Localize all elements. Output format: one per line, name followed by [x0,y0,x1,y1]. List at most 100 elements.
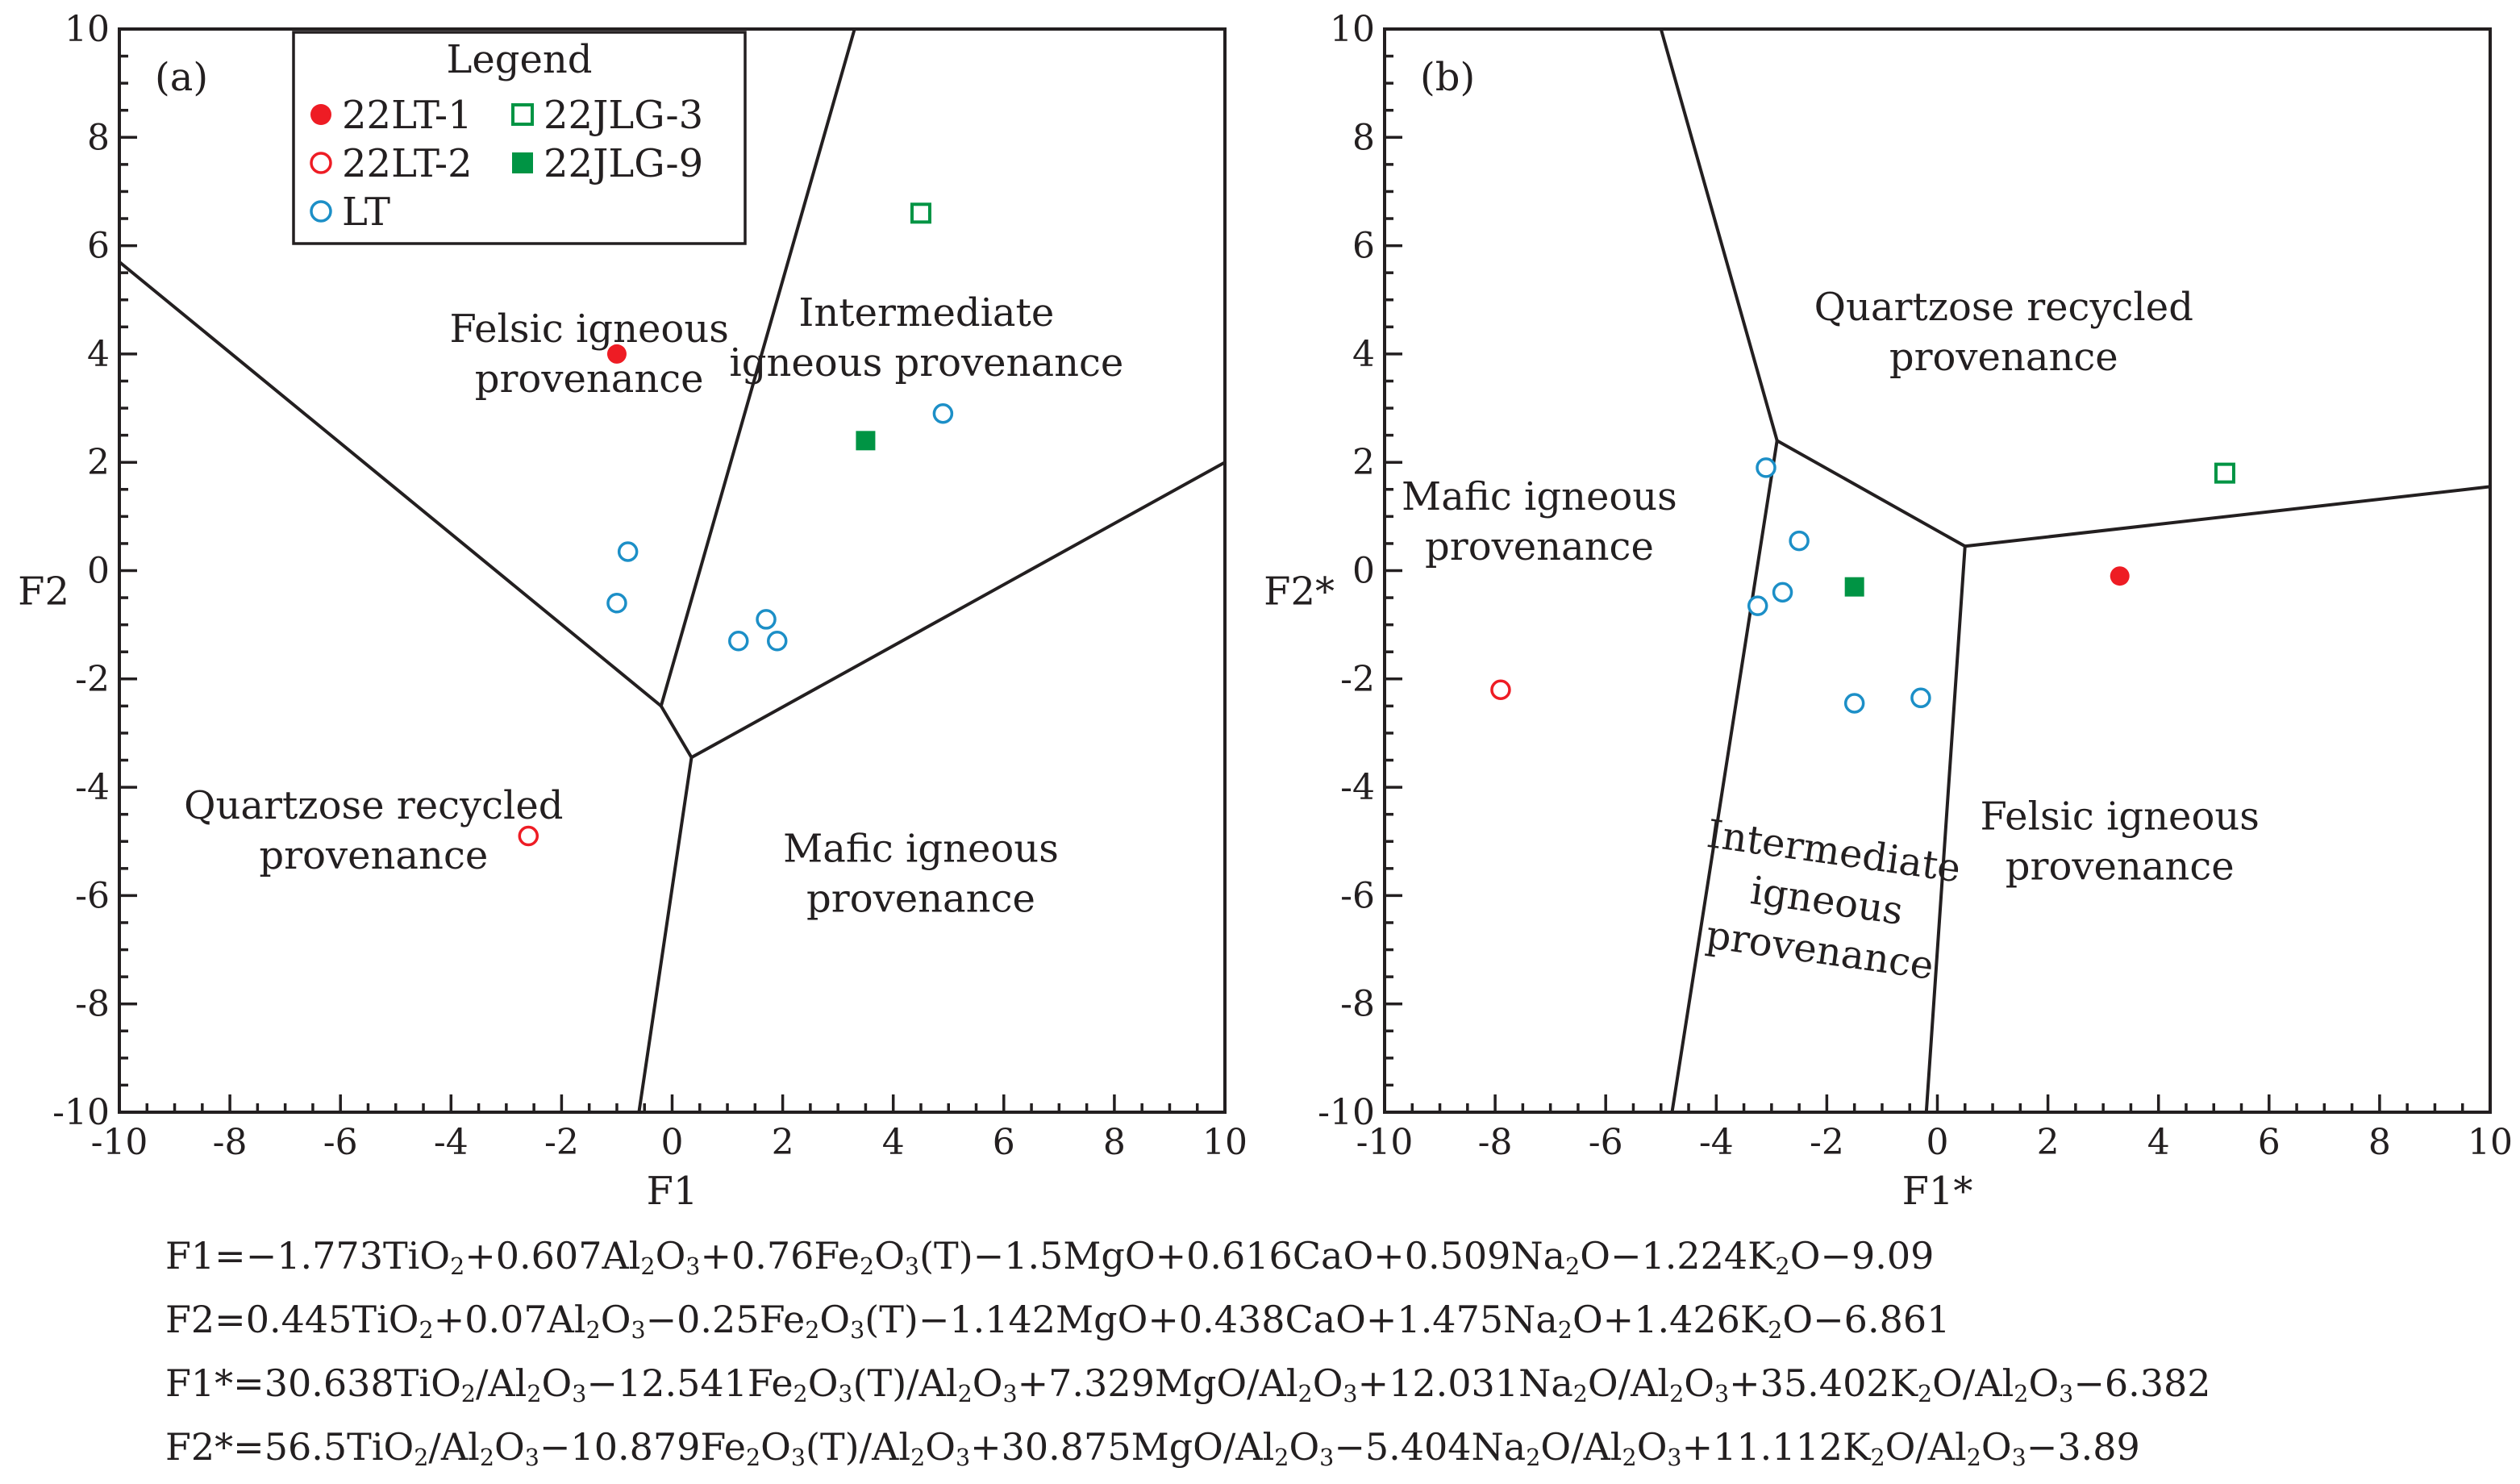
formula-text: O [494,1425,525,1469]
field-label: provenance [475,356,704,402]
formula-text: O [655,1234,686,1278]
x-tick-label: 8 [2368,1122,2391,1163]
field-label: provenance [2006,844,2235,889]
y-tick-label: 2 [87,442,110,483]
field-label: Quartzose recycled [1814,285,2193,330]
legend: Legend 22LT-1 22JLG-3 22LT-2 22JLG-9 LT [292,31,747,245]
field-boundary-line [689,461,1227,760]
y-tick-label: -2 [75,659,110,700]
formula-subscript: 3 [572,1381,587,1408]
formula-text: O [600,1298,631,1341]
field-boundary-line [1963,485,2492,548]
formula-subscript: 2 [1917,1381,1933,1408]
formula-text: +0.607Al [464,1234,641,1278]
formula-text: /Al [428,1425,480,1469]
formula-subscript: 2 [1526,1444,1541,1472]
formula-text: O [1312,1361,1343,1405]
formula-subscript: 2 [1768,1317,1783,1344]
formula-subscript: 3 [524,1444,539,1472]
formula-text: −6.382 [2073,1361,2211,1405]
x-tick-label: -10 [1356,1122,1414,1163]
formula-text: O [1684,1361,1714,1405]
formula-subscript: 2 [414,1444,429,1472]
data-point-22lt-2 [1490,679,1511,700]
formula-subscript: 3 [904,1253,920,1281]
y-tick-label: -8 [75,984,110,1025]
data-point-lt [617,541,639,562]
field-label: Mafic igneous [1402,474,1677,519]
formula-subscript: 2 [419,1317,434,1344]
formula-text: F1=−1.773TiO [165,1234,451,1278]
data-point-lt [932,403,954,424]
formula-text: −3.89 [2026,1425,2140,1469]
formula-subscript: 3 [790,1444,806,1472]
x-tick-label: 10 [1202,1122,1248,1163]
data-point-lt [728,631,749,652]
legend-marker-22lt-1 [310,104,331,125]
data-point-22lt-1 [606,344,627,364]
x-axis-title: F1 [647,1169,698,1214]
field-label: provenance [1425,524,1654,569]
data-point-22lt-2 [518,825,539,847]
formula-line: F2=0.445TiO2+0.07Al2O3−0.25Fe2O3(T)−1.14… [165,1288,2488,1352]
formula-text: +11.112K [1681,1425,1871,1469]
formula-subscript: 3 [850,1317,865,1344]
legend-marker-22jlg-3 [511,103,534,126]
x-tick-label: 10 [2468,1122,2513,1163]
legend-box [292,31,747,245]
y-tick-label: 10 [65,9,110,50]
formula-text: O [874,1234,905,1278]
x-tick-label: 6 [2258,1122,2280,1163]
field-label: provenance [259,833,488,878]
formula-subscript: 2 [957,1381,973,1408]
field-boundary-line [1924,544,1967,1114]
formula-text: O/Al [1540,1425,1622,1469]
formula-subscript: 2 [527,1381,542,1408]
field-boundary-line [1670,439,1779,1114]
formula-subscript: 2 [450,1253,465,1281]
y-tick-label: -6 [75,875,110,916]
formula-subscript: 2 [460,1381,476,1408]
formula-subscript: 2 [746,1444,761,1472]
formula-text: +12.031Na [1357,1361,1573,1405]
formula-subscript: 2 [585,1317,601,1344]
field-label: Quartzose recycled [184,783,563,828]
legend-label: 22LT-1 [342,93,473,138]
y-tick-label: 6 [1352,226,1375,267]
formula-text: F2*=56.5TiO [165,1425,414,1469]
y-tick-label: -4 [75,767,110,808]
x-tick-label: -6 [1589,1122,1623,1163]
data-point-lt [756,609,777,630]
formula-subscript: 2 [910,1444,926,1472]
legend-label: 22JLG-9 [544,141,703,186]
formula-text: O/Al [1885,1425,1967,1469]
legend-label: LT [342,190,390,235]
formula-text: +30.875MgO/Al [970,1425,1275,1469]
formula-text: F1*=30.638TiO [165,1361,461,1405]
y-tick-label: -8 [1340,984,1375,1025]
x-tick-label: -8 [1478,1122,1513,1163]
x-axis-title: F1* [1902,1169,1973,1214]
formula-subscript: 2 [1572,1381,1588,1408]
formula-text: −5.404Na [1334,1425,1527,1469]
y-tick-label: 0 [87,551,110,592]
formula-subscript: 2 [1622,1444,1637,1472]
data-point-lt [1789,530,1810,552]
field-label: provenance [1889,335,2118,380]
y-tick-label: 6 [87,226,110,267]
formula-subscript: 2 [860,1253,875,1281]
x-tick-label: 8 [1103,1122,1126,1163]
formula-subscript: 3 [955,1444,971,1472]
x-tick-label: 2 [772,1122,794,1163]
field-boundary-line [659,27,856,708]
formula-text: −12.541Fe [586,1361,793,1405]
formula-line: F2*=56.5TiO2/Al2O3−10.879Fe2O3(T)/Al2O3+… [165,1415,2488,1479]
formula-text: O [1636,1425,1668,1469]
formula-subscript: 3 [838,1381,853,1408]
formula-subscript: 3 [1319,1444,1335,1472]
data-point-22jlg-9 [1844,577,1864,597]
formula-subscript: 2 [1966,1444,1981,1472]
legend-marker-22lt-2 [310,152,332,174]
field-label: Felsic igneous [449,306,728,352]
y-axis-title: F2 [18,569,69,615]
